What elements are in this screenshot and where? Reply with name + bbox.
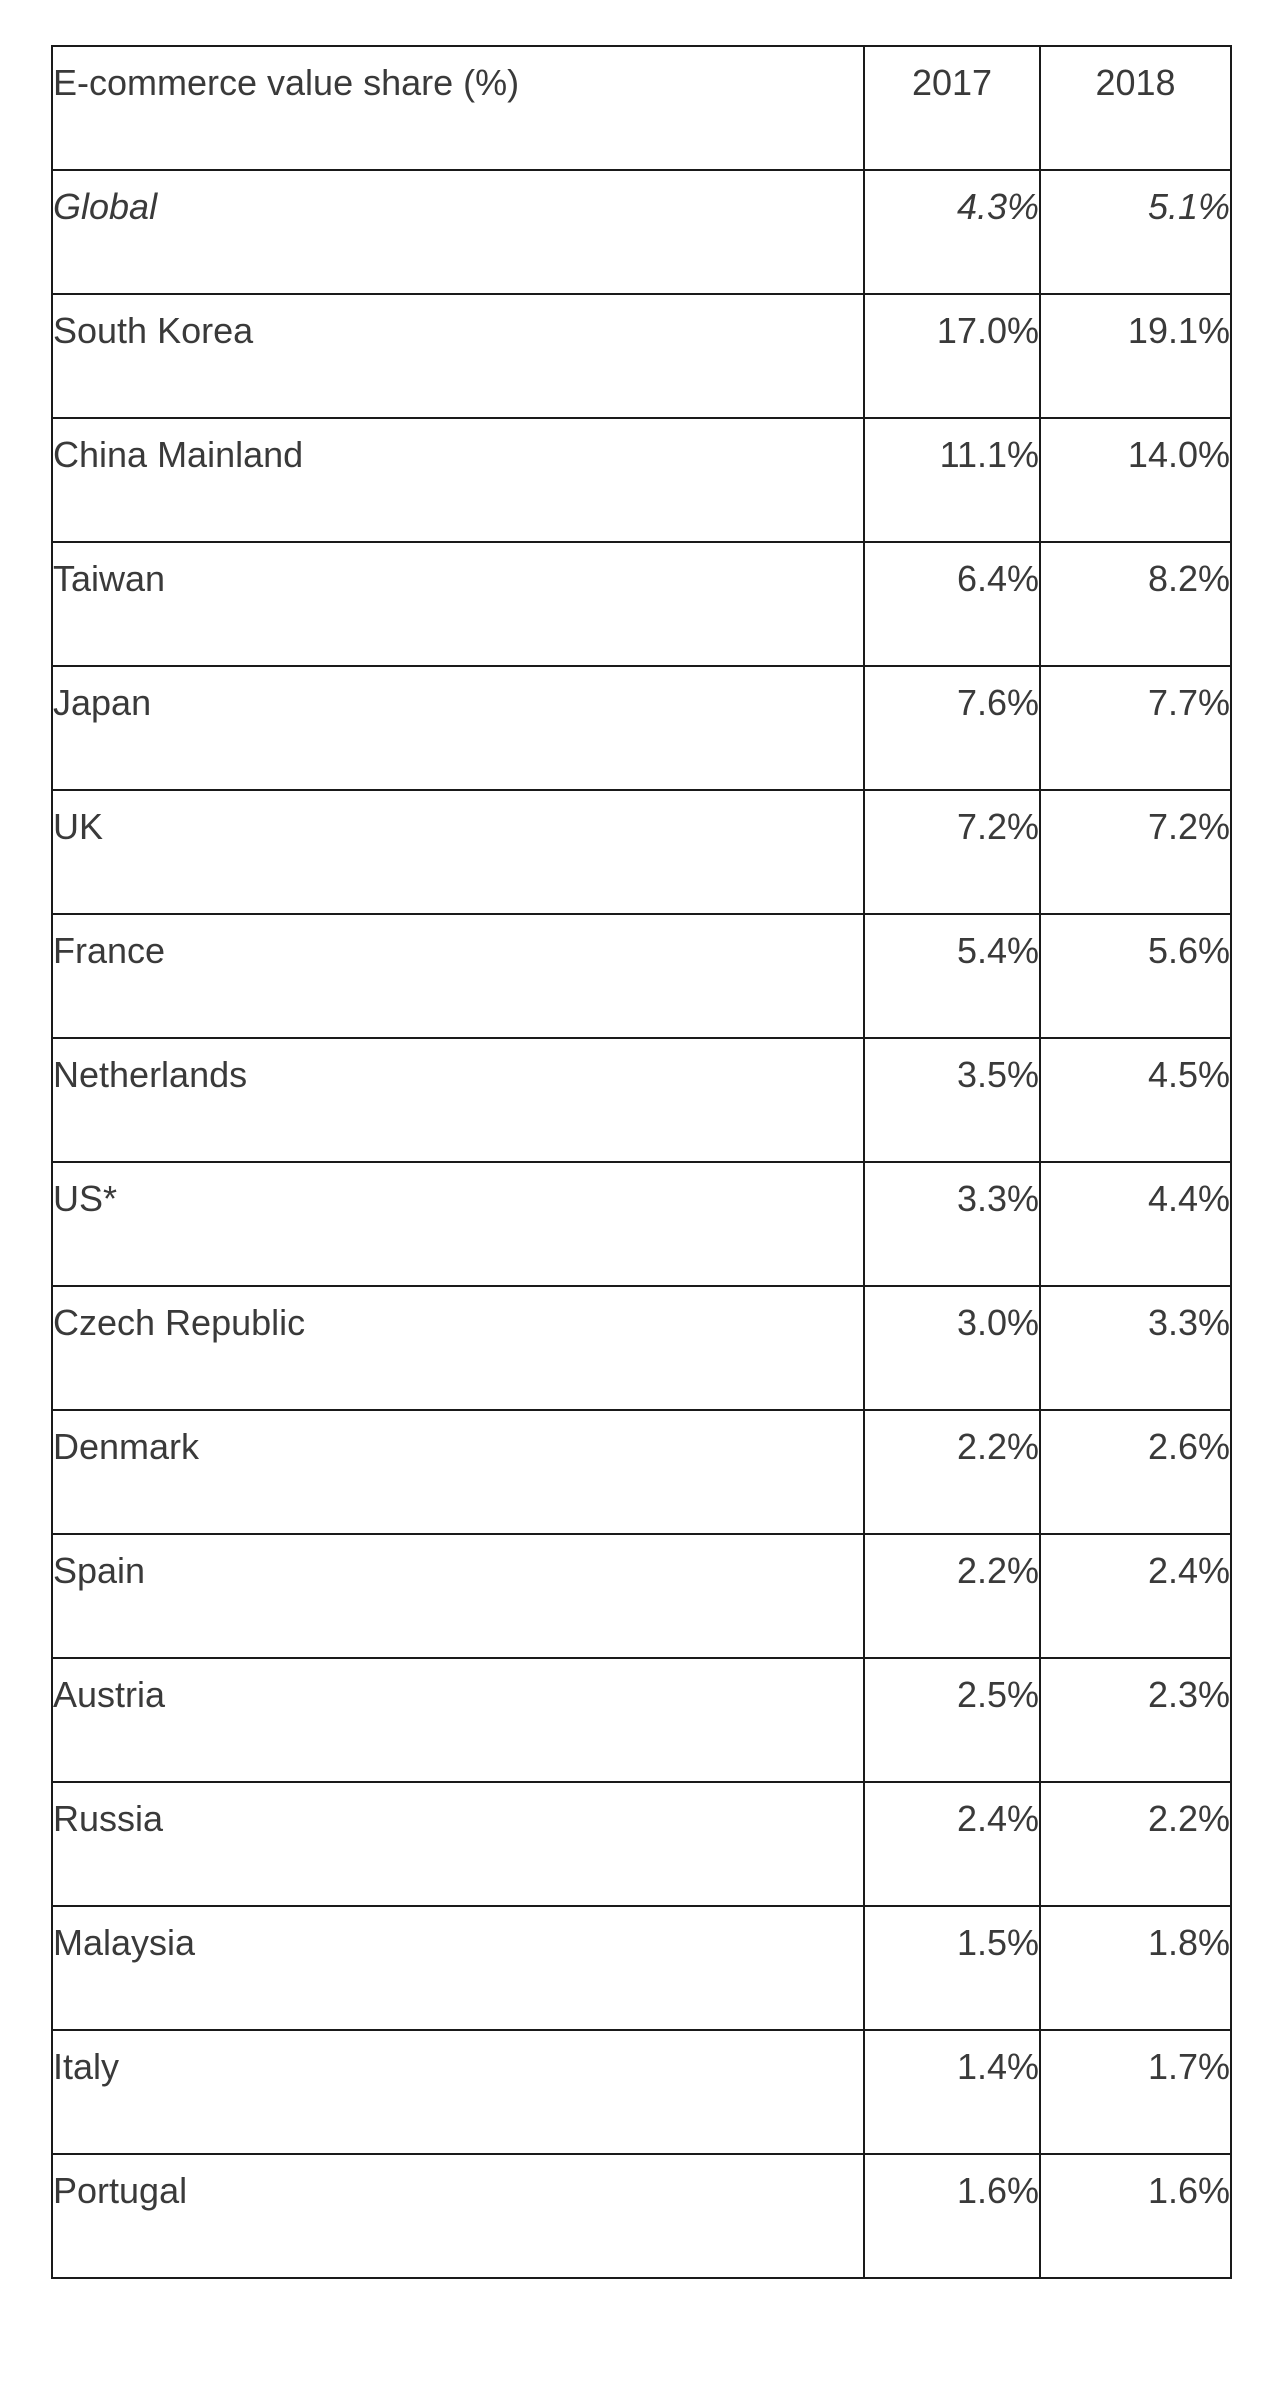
value-2017: 2.2% — [863, 1409, 1041, 1535]
column-header-2017: 2017 — [863, 45, 1041, 171]
value-2018: 2.4% — [1039, 1533, 1232, 1659]
value-2018: 7.2% — [1039, 789, 1232, 915]
column-header-2018: 2018 — [1039, 45, 1232, 171]
table-row-global: Global 4.3% 5.1% — [51, 169, 1232, 295]
table-row: Japan 7.6% 7.7% — [51, 665, 1232, 791]
value-2017: 2.4% — [863, 1781, 1041, 1907]
table-row: Czech Republic 3.0% 3.3% — [51, 1285, 1232, 1411]
value-2017: 6.4% — [863, 541, 1041, 667]
value-2018: 4.4% — [1039, 1161, 1232, 1287]
row-label: Malaysia — [51, 1905, 865, 2031]
row-label: Netherlands — [51, 1037, 865, 1163]
ecommerce-share-table: E-commerce value share (%) 2017 2018 Glo… — [51, 45, 1232, 2279]
row-label: Czech Republic — [51, 1285, 865, 1411]
value-2018: 1.8% — [1039, 1905, 1232, 2031]
value-2017: 3.0% — [863, 1285, 1041, 1411]
table-row: Italy 1.4% 1.7% — [51, 2029, 1232, 2155]
table-row: Russia 2.4% 2.2% — [51, 1781, 1232, 1907]
value-2018: 2.3% — [1039, 1657, 1232, 1783]
table-row: France 5.4% 5.6% — [51, 913, 1232, 1039]
table-row: Taiwan 6.4% 8.2% — [51, 541, 1232, 667]
column-header-metric: E-commerce value share (%) — [51, 45, 865, 171]
row-label: China Mainland — [51, 417, 865, 543]
row-label: France — [51, 913, 865, 1039]
row-label: South Korea — [51, 293, 865, 419]
row-label: Austria — [51, 1657, 865, 1783]
row-label: UK — [51, 789, 865, 915]
table-row: South Korea 17.0% 19.1% — [51, 293, 1232, 419]
row-label: Portugal — [51, 2153, 865, 2279]
table-body: Global 4.3% 5.1% South Korea 17.0% 19.1% China… — [51, 169, 1232, 2279]
value-2018: 8.2% — [1039, 541, 1232, 667]
value-2018: 5.1% — [1039, 169, 1232, 295]
table-row: Malaysia 1.5% 1.8% — [51, 1905, 1232, 2031]
row-label: Taiwan — [51, 541, 865, 667]
table-row: Portugal 1.6% 1.6% — [51, 2153, 1232, 2279]
value-2018: 2.6% — [1039, 1409, 1232, 1535]
value-2018: 19.1% — [1039, 293, 1232, 419]
value-2017: 5.4% — [863, 913, 1041, 1039]
table-row: Netherlands 3.5% 4.5% — [51, 1037, 1232, 1163]
value-2017: 11.1% — [863, 417, 1041, 543]
row-label: Italy — [51, 2029, 865, 2155]
value-2017: 4.3% — [863, 169, 1041, 295]
value-2018: 7.7% — [1039, 665, 1232, 791]
value-2017: 3.3% — [863, 1161, 1041, 1287]
value-2017: 1.5% — [863, 1905, 1041, 2031]
value-2017: 1.6% — [863, 2153, 1041, 2279]
value-2018: 5.6% — [1039, 913, 1232, 1039]
value-2018: 1.6% — [1039, 2153, 1232, 2279]
row-label: Russia — [51, 1781, 865, 1907]
row-label: Denmark — [51, 1409, 865, 1535]
value-2017: 2.2% — [863, 1533, 1041, 1659]
value-2018: 14.0% — [1039, 417, 1232, 543]
table-row: Austria 2.5% 2.3% — [51, 1657, 1232, 1783]
value-2017: 17.0% — [863, 293, 1041, 419]
table-row: Spain 2.2% 2.4% — [51, 1533, 1232, 1659]
table-header-row: E-commerce value share (%) 2017 2018 — [51, 45, 1232, 171]
value-2018: 3.3% — [1039, 1285, 1232, 1411]
row-label: Global — [51, 169, 865, 295]
value-2018: 1.7% — [1039, 2029, 1232, 2155]
value-2017: 7.2% — [863, 789, 1041, 915]
table-row: China Mainland 11.1% 14.0% — [51, 417, 1232, 543]
value-2017: 7.6% — [863, 665, 1041, 791]
table-row: US* 3.3% 4.4% — [51, 1161, 1232, 1287]
row-label: Japan — [51, 665, 865, 791]
table-row: UK 7.2% 7.2% — [51, 789, 1232, 915]
value-2018: 2.2% — [1039, 1781, 1232, 1907]
value-2017: 3.5% — [863, 1037, 1041, 1163]
value-2017: 1.4% — [863, 2029, 1041, 2155]
value-2017: 2.5% — [863, 1657, 1041, 1783]
row-label: US* — [51, 1161, 865, 1287]
table-row: Denmark 2.2% 2.6% — [51, 1409, 1232, 1535]
value-2018: 4.5% — [1039, 1037, 1232, 1163]
row-label: Spain — [51, 1533, 865, 1659]
